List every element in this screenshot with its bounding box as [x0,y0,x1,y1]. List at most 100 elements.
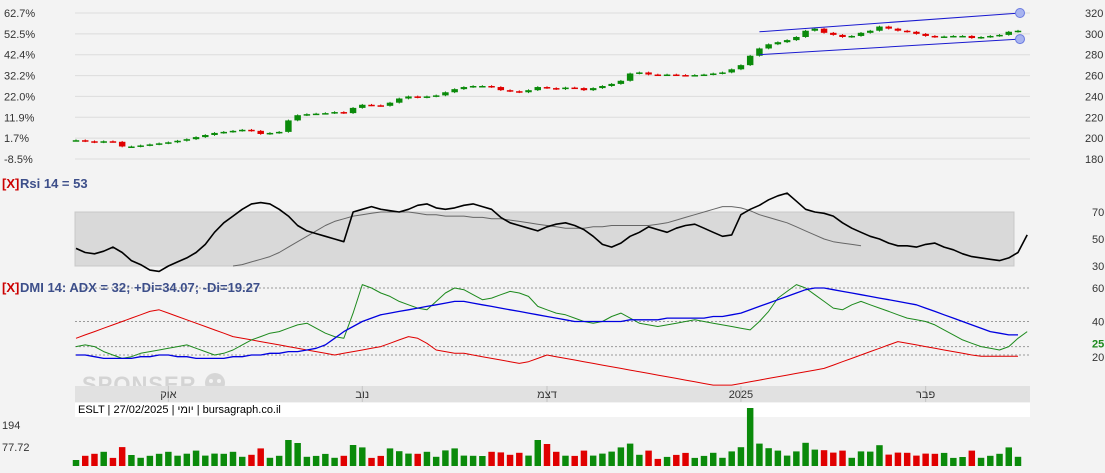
candle-body [414,96,421,98]
price-tick-label: 280 [1085,50,1103,62]
candle-body [765,44,772,49]
volume-bar [525,455,532,466]
month-label: דצמ [537,389,557,401]
candle-body [72,140,80,142]
channel-handle-upper [1015,8,1025,18]
month-label: פבר [916,389,935,401]
candle-body [626,73,634,81]
volume-bar [322,453,329,466]
candle-body [608,83,615,86]
candle-body [617,80,625,84]
candle-body [737,65,745,70]
volume-bar [562,455,569,466]
candle-body [636,72,643,74]
volume-bar [728,451,735,466]
candle-body [377,105,384,107]
candle-body [349,107,357,114]
candle-body [174,140,181,143]
candle-body [599,86,606,89]
volume-bar [100,451,107,466]
dmi-remove-button[interactable]: [X] [2,280,19,295]
volume-bar [165,451,172,466]
candle-body [913,31,920,34]
candle-body [497,87,505,91]
candle-body [239,129,246,132]
candle-body [848,35,855,38]
candle-body [331,112,338,114]
candle-body [543,87,551,89]
candle-body [746,55,754,66]
candle-body [183,139,191,141]
candle-body [876,26,883,31]
volume-bar [746,408,754,466]
volume-bar [691,457,698,466]
candle-body [830,32,837,35]
price-tick-label: 240 [1085,91,1103,103]
rsi-remove-button[interactable]: [X] [2,176,19,191]
candle-body [793,36,800,41]
volume-bar [229,451,237,466]
volume-bar [867,451,874,466]
volume-bar [137,457,144,466]
candle-body [931,35,939,38]
volume-bar [608,451,615,466]
candle-body [922,33,929,36]
volume-bar [580,450,588,466]
volume-bar [636,454,643,466]
volume-bar [774,450,782,466]
candle-body [1005,31,1012,35]
volume-bar [589,455,597,466]
rsi-lines [75,192,1028,273]
volume-bar [793,451,800,466]
candle-body [322,113,329,115]
volume-bar [82,455,89,466]
volume-bar [617,447,625,466]
candle-body [275,131,283,134]
volume-bar [469,455,477,466]
rsi-band-rect [74,211,1015,267]
candle-body [950,35,957,38]
volume-bar [913,455,920,466]
percent-tick-label: 62.7% [4,8,35,20]
candle-body [312,113,320,116]
candle-body [894,28,902,31]
candle-body [294,115,301,121]
candle-body [968,35,976,39]
candle-body [1014,30,1022,33]
volume-bar [940,452,948,466]
price-axis: 320 300 280 260 240 220 200 180 [1085,8,1103,166]
volume-bar [553,451,560,466]
volume-bar [72,460,80,466]
percent-tick-label: 32.2% [4,71,35,83]
candle-body [839,34,846,37]
candle-body [885,26,892,29]
volume-bar [451,448,458,466]
volume-bar [146,455,154,466]
candle-body [442,92,449,96]
candle-body [451,89,458,93]
volume-bar [654,458,662,466]
candle-body [571,87,578,90]
candle-body [710,73,717,75]
dmi-lines [75,284,1028,386]
volume-bar [599,453,606,466]
price-tick-label: 300 [1085,29,1103,41]
rsi-tick-label: 30 [1092,261,1104,273]
candle-body [977,36,985,39]
percent-tick-label: 22.0% [4,91,35,103]
volume-bar [673,454,680,466]
volume-bar [830,452,837,466]
rsi-tick-label: 50 [1092,234,1104,246]
candle-body [700,74,708,77]
volume-bar [442,450,449,466]
candle-body [405,96,412,99]
candle-body [460,87,468,90]
price-tick-label: 260 [1085,71,1103,83]
volume-bar [118,447,126,466]
candle-body [802,30,809,37]
volume-bar [192,450,200,466]
dmi-label: DMI 14: ADX = 32; +Di=34.07; -Di=19.27 [20,280,260,295]
month-label: נוב [355,389,369,401]
candle-body [820,28,828,33]
price-tick-label: 220 [1085,112,1103,124]
